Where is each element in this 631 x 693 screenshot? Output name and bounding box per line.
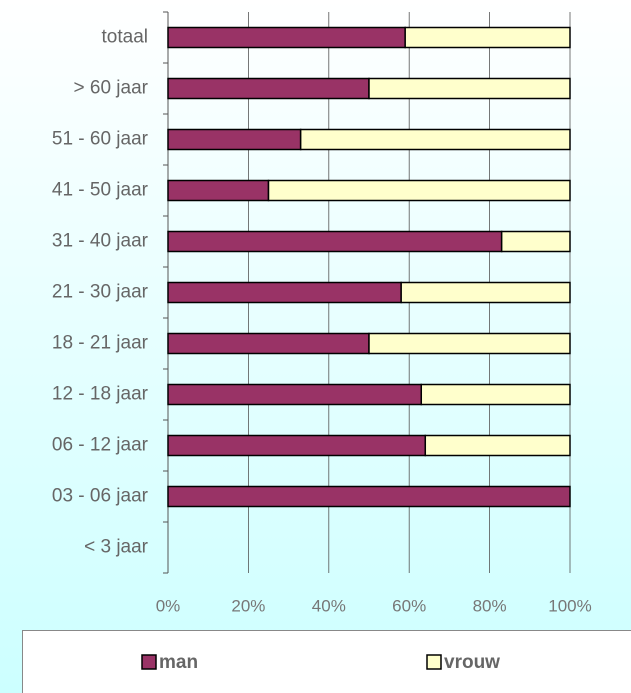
x-tick-label: 60% [392, 596, 426, 615]
y-tick-label: 41 - 50 jaar [52, 180, 149, 201]
y-tick-label: < 3 jaar [84, 537, 149, 558]
x-tick-label: 80% [473, 596, 507, 615]
bar [424, 434, 571, 457]
bar [167, 281, 402, 304]
bar [404, 26, 571, 49]
bar [500, 230, 571, 253]
legend-box [22, 630, 631, 693]
y-tick-label: totaal [102, 27, 148, 48]
bar [167, 128, 302, 151]
bar [167, 332, 370, 355]
bar [299, 128, 571, 151]
y-tick-label: 03 - 06 jaar [52, 486, 149, 507]
bar [167, 434, 427, 457]
bar [167, 77, 370, 100]
bar [368, 77, 571, 100]
legend-label: man [159, 652, 198, 673]
x-tick-label: 40% [312, 596, 346, 615]
x-tick-label: 0% [156, 596, 181, 615]
y-tick-label: 31 - 40 jaar [52, 231, 149, 252]
bar [167, 230, 503, 253]
bar [267, 179, 571, 202]
y-tick-label: 06 - 12 jaar [52, 435, 149, 456]
y-tick-label: 12 - 18 jaar [52, 384, 149, 405]
bar [167, 179, 270, 202]
x-tick-label: 100% [548, 596, 591, 615]
y-tick-label: 18 - 21 jaar [52, 333, 149, 354]
legend-label: vrouw [444, 652, 500, 673]
y-tick-label: 51 - 60 jaar [52, 129, 149, 150]
bar [420, 383, 571, 406]
legend-swatch [426, 654, 442, 670]
y-tick-label: > 60 jaar [74, 78, 149, 99]
bar [167, 383, 423, 406]
y-tick-label: 21 - 30 jaar [52, 282, 149, 303]
bar [167, 26, 406, 49]
bar [400, 281, 571, 304]
legend-swatch [141, 654, 157, 670]
bar [167, 485, 571, 508]
bar [368, 332, 571, 355]
x-tick-label: 20% [231, 596, 265, 615]
